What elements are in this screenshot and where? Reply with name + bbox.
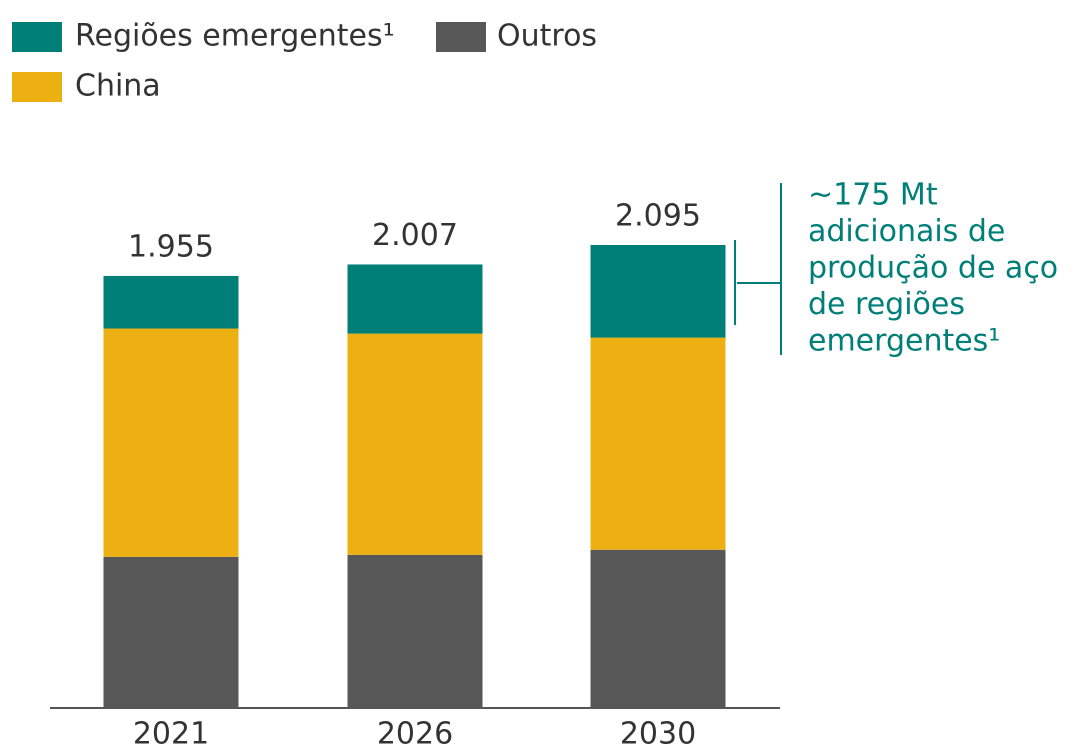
legend-label: China <box>75 69 161 104</box>
annotation: ~175 Mt <box>808 178 938 213</box>
x-tick-label: 2030 <box>620 717 696 752</box>
total-label: 2.007 <box>372 218 458 253</box>
bar-segment <box>103 275 239 329</box>
bar-segment <box>103 328 239 557</box>
legend-swatch <box>12 72 62 102</box>
legend-label: Outros <box>497 19 597 54</box>
bar-segment <box>590 245 726 338</box>
total-label: 2.095 <box>615 199 701 234</box>
annotation: adicionais de <box>808 214 1005 249</box>
bar-segment <box>347 554 483 708</box>
x-tick-label: 2026 <box>377 717 453 752</box>
bar-segment <box>347 264 483 334</box>
annotation: emergentes¹ <box>808 324 1000 359</box>
bar-segment <box>590 337 726 550</box>
total-label: 1.955 <box>128 229 214 264</box>
legend-label: Regiões emergentes¹ <box>75 19 395 54</box>
x-tick-label: 2021 <box>133 717 209 752</box>
legend-swatch <box>436 22 486 52</box>
bar-segment <box>103 556 239 708</box>
annotation: produção de aço <box>808 251 1058 286</box>
bar-segment <box>590 549 726 708</box>
annotation: de regiões <box>808 287 965 322</box>
legend-swatch <box>12 22 62 52</box>
bar-segment <box>347 333 483 555</box>
